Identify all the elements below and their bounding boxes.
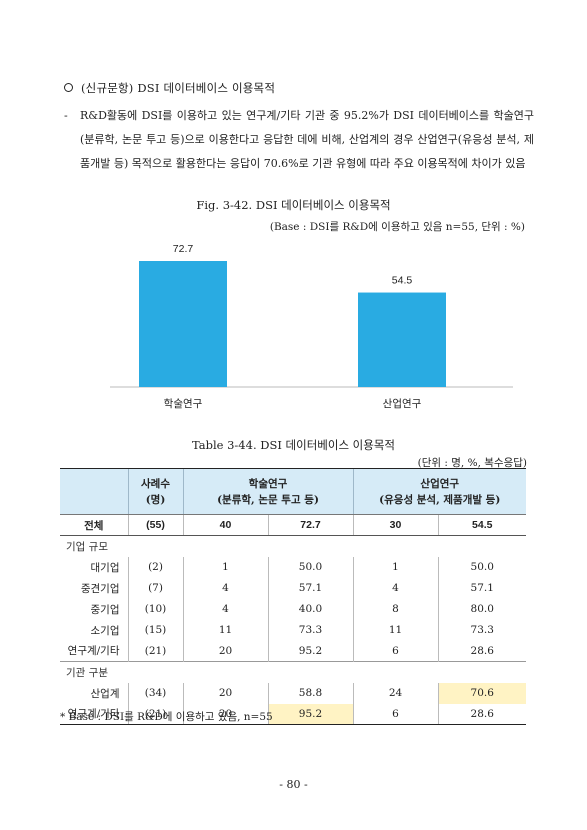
cell-a_p: 50.0 [267,556,353,578]
cell-a_n: 20 [182,640,268,662]
row-label: 전체 [60,514,128,536]
row-label: 소기업 [90,624,120,637]
cell-i_n: 11 [352,619,438,641]
cell-a_p: 40.0 [267,598,353,620]
cell-a_n: 11 [182,619,268,641]
cell-cases: (15) [127,619,183,641]
footnote: * Base : DSI를 R&D에 이용하고 있음, n=55 [60,711,273,723]
cell-a_n: 1 [182,556,268,578]
table-unit: (단위 : 명, %, 복수응답) [417,457,527,469]
table-row: 중기업 (10) 4 40.0 8 80.0 [60,598,526,620]
cell-a_p: 73.3 [267,619,353,641]
cell-i_n: 30 [352,514,438,536]
circle-bullet-icon [64,83,73,92]
table-group-row: 기관 구분 [60,661,526,683]
header-industrial: 산업연구 (유응성 분석, 제품개발 등) [352,468,526,515]
cell-cases: (21) [127,640,183,662]
table-row: 대기업 (2) 1 50.0 1 50.0 [60,556,526,578]
purpose-table: 사례수 (명) 학술연구 (분류학, 논문 투고 등) 산업연구 (유응성 분석… [60,468,526,725]
table-group-row: 기업 규모 [60,535,526,557]
cell-i_p: 28.6 [437,703,526,725]
cell-a_p: 72.7 [267,514,353,536]
cell-cases: (7) [127,577,183,599]
row-label: 중견기업 [80,582,120,595]
cell-i_n: 1 [352,556,438,578]
table-row-total: 전체 (55) 40 72.7 30 54.5 [60,514,526,536]
cell-cases: (34) [127,682,183,704]
cell-a_n: 20 [182,703,268,725]
header-empty [60,468,128,515]
row-label: 연구계/기타 [60,703,128,725]
category-label-1: 산업연구 [383,397,422,410]
bar-1 [358,292,446,387]
cell-i_n: 8 [352,598,438,620]
page-number: - 80 - [279,778,308,791]
cell-a_n: 4 [182,598,268,620]
cell-i_p: 54.5 [437,514,526,536]
cell-i_p: 73.3 [437,619,526,641]
row-label: 산업계 [90,687,120,700]
bar-value-label-1: 54.5 [392,275,413,287]
figure-base-note: (Base : DSI를 R&D에 이용하고 있음 n=55, 단위 : %) [269,221,525,233]
category-label-0: 학술연구 [164,398,203,410]
cell-cases: (10) [127,598,183,620]
cell-cases: (2) [127,556,183,578]
row-label: 중기업 [90,603,120,616]
group-title: 기관 구분 [60,661,526,683]
bar-value-label-0: 72.7 [173,243,194,255]
cell-a_n: 4 [182,577,268,599]
table-row: 소기업 (15) 11 73.3 11 73.3 [60,619,526,641]
table-row: 연구계/기타 (21) 20 95.2 6 28.6 [60,640,526,662]
table-row: 산업계 (34) 20 58.8 24 70.6 [60,682,526,704]
section-heading: (신규문항) DSI 데이터베이스 이용목적 [64,80,275,96]
cell-a_n: 20 [182,682,268,704]
bar-0 [139,261,227,387]
header-cases: 사례수 (명) [127,468,183,515]
table-title: Table 3-44. DSI 데이터베이스 이용목적 [191,438,396,452]
row-label: 연구계/기타 [67,645,120,658]
cell-i_p: 70.6 [437,682,526,704]
cell-i_p: 80.0 [437,598,526,620]
cell-i_n: 24 [352,682,438,704]
cell-i_n: 6 [352,640,438,662]
cell-a_p: 58.8 [267,682,353,704]
cell-a_p: 57.1 [267,577,353,599]
table-row: 연구계/기타 (21) 20 95.2 6 28.6 [60,703,526,725]
summary-text: R&D활동에 DSI를 이용하고 있는 연구계/기타 기관 중 95.2%가 D… [80,109,534,170]
cell-i_p: 50.0 [437,556,526,578]
table-row: 중견기업 (7) 4 57.1 4 57.1 [60,577,526,599]
group-title: 기업 규모 [60,535,526,557]
header-academic: 학술연구 (분류학, 논문 투고 등) [182,468,353,515]
dash-bullet: - [64,109,68,122]
table-header-row: 사례수 (명) 학술연구 (분류학, 논문 투고 등) 산업연구 (유응성 분석… [60,468,526,515]
cell-i_p: 28.6 [437,640,526,662]
cell-i_n: 4 [352,577,438,599]
cell-a_n: 40 [182,514,268,536]
cell-a_p: 95.2 [267,703,353,725]
summary-paragraph: - R&D활동에 DSI를 이용하고 있는 연구계/기타 기관 중 95.2%가… [64,104,534,176]
cell-i_p: 57.1 [437,577,526,599]
row-label: 대기업 [90,561,120,574]
cell-i_n: 6 [352,703,438,725]
section-heading-text: (신규문항) DSI 데이터베이스 이용목적 [81,81,276,95]
cell-cases: (55) [127,514,183,536]
cell-a_p: 95.2 [267,640,353,662]
purpose-bar-chart: 72.7 학술연구 54.5 산업연구 [110,243,513,410]
cell-cases: (21) [127,703,183,725]
figure-title: Fig. 3-42. DSI 데이터베이스 이용목적 [196,198,391,212]
